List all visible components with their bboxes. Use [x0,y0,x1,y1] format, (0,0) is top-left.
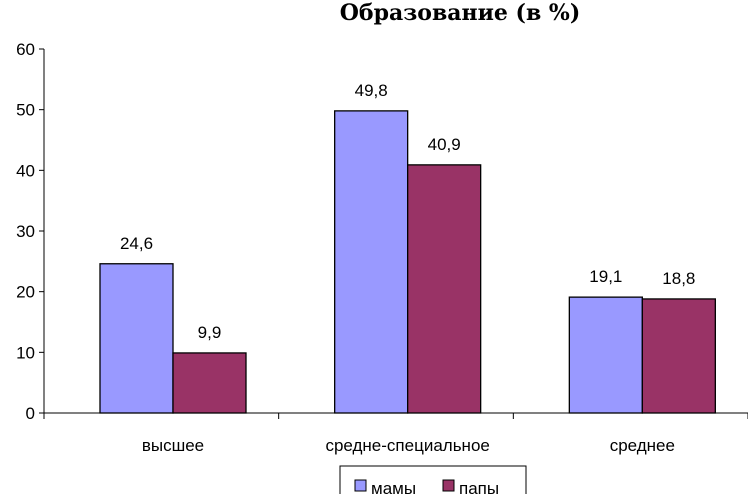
y-tick-label: 60 [16,40,35,59]
bar-папы-2 [407,164,482,414]
bar-мамы-1 [99,263,174,414]
y-tick-label: 40 [16,161,35,180]
data-label: 9,9 [198,323,222,342]
y-tick-label: 30 [16,222,35,241]
y-tick-label: 50 [16,101,35,120]
data-label: 49,8 [355,81,388,100]
legend-label: мамы [371,479,416,494]
legend-box [339,465,527,494]
data-label: 18,8 [662,269,695,288]
legend-swatch [442,479,455,492]
legend-swatch [354,479,367,492]
bar-мамы-3 [568,296,643,414]
data-labels: 24,6 49,8 19,1 9,9 40,9 18,8 [120,81,695,342]
y-tick-label: 10 [16,343,35,362]
bar-папы-1 [172,352,247,414]
chart-title: Образование (в %) [340,0,580,26]
bar-папы-3 [641,298,716,414]
data-label: 24,6 [120,234,153,253]
y-tick-label: 20 [16,283,35,302]
data-label: 19,1 [589,267,622,286]
legend: мамы папы [339,465,527,494]
bars [99,110,716,414]
data-label: 40,9 [428,135,461,154]
category-label: средне-специальное [325,436,489,455]
y-axis: 0 10 20 30 40 50 60 [16,40,45,423]
category-label: среднее [610,436,675,455]
category-label: высшее [142,436,204,455]
legend-label: папы [459,479,499,494]
bar-мамы-2 [334,110,409,414]
y-tick-label: 0 [26,404,35,423]
x-axis: высшее средне-специальное среднее [43,412,748,455]
